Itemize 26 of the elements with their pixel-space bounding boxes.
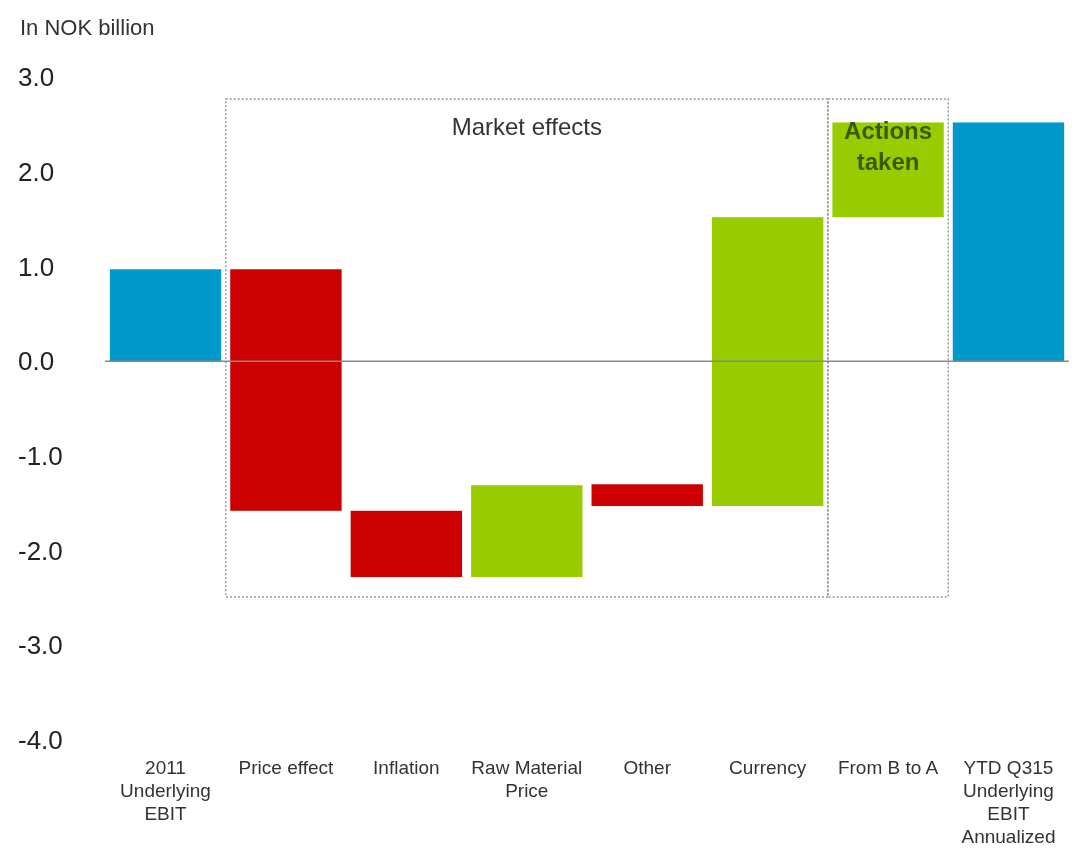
y-tick-label: -4.0 (18, 725, 63, 756)
bar (471, 485, 583, 578)
y-tick-label: 0.0 (18, 346, 55, 377)
bar (230, 269, 342, 511)
bar (711, 217, 824, 507)
bar (591, 484, 703, 507)
y-tick-label: -3.0 (18, 630, 63, 661)
x-tick-label: Currency (729, 757, 807, 778)
x-tick-label: Inflation (373, 757, 440, 778)
x-tick-label: 2011 Underlying EBIT (120, 757, 211, 824)
y-tick-label: 3.0 (18, 62, 55, 93)
y-axis-title: In NOK billion (20, 15, 155, 40)
bar (350, 510, 463, 578)
y-tick-label: -2.0 (18, 535, 63, 566)
x-tick-label: Raw Material Price (471, 757, 583, 801)
x-tick-label: YTD Q315 Underlying EBIT Annualized (961, 757, 1056, 847)
y-tick-label: 2.0 (18, 156, 55, 187)
x-tick-label: Other (623, 757, 672, 778)
y-tick-label: -1.0 (18, 440, 63, 471)
annotation: Actions taken (844, 117, 933, 175)
x-tick-label: From B to A (837, 757, 939, 778)
annotation: Market effects (451, 113, 602, 140)
y-tick-label: 1.0 (18, 251, 55, 282)
bar (952, 122, 1065, 362)
x-tick-label: Price effect (238, 757, 334, 778)
bar (109, 269, 222, 362)
